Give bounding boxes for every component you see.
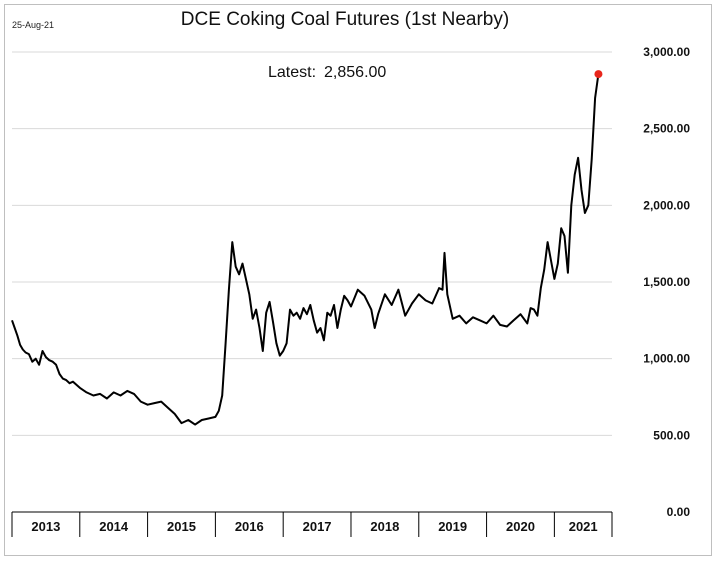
x-axis: 2013 2014 2015 2016 2017 2018 2019 2020 2021: [11, 511, 613, 537]
date-stamp: 25-Aug-21: [12, 20, 55, 30]
x-tick-label: 2013: [31, 519, 60, 534]
x-tick-label: 2014: [99, 519, 129, 534]
latest-annotation: Latest: 2,856.00: [268, 64, 386, 82]
x-tick-label: 2018: [370, 519, 399, 534]
y-tick-label: 2,500.00: [643, 122, 690, 136]
x-tick-label: 2021: [569, 519, 598, 534]
x-tick-label: 2016: [235, 519, 264, 534]
x-tick-label: 2015: [167, 519, 196, 534]
x-tick-label: 2019: [438, 519, 467, 534]
y-tick-label: 2,000.00: [643, 198, 690, 212]
y-tick-label: 1,000.00: [643, 352, 690, 366]
gridlines: [12, 51, 612, 436]
latest-point-marker: [594, 70, 603, 79]
y-tick-label: 500.00: [653, 428, 690, 442]
series-line: [11, 73, 600, 426]
x-tick-label: 2017: [303, 519, 332, 534]
y-tick-label: 3,000.00: [643, 45, 690, 59]
y-tick-label: 1,500.00: [643, 275, 690, 289]
chart-title: DCE Coking Coal Futures (1st Nearby): [180, 9, 510, 30]
latest-label: Latest:: [268, 64, 317, 81]
y-axis-ticks: 0.00 500.00 1,000.00 1,500.00 2,000.00 2,500.…: [643, 45, 690, 519]
chart-frame: [4, 4, 712, 556]
y-tick-label: 0.00: [667, 505, 691, 519]
latest-value: 2,856.00: [324, 64, 387, 81]
x-tick-label: 2020: [506, 519, 535, 534]
